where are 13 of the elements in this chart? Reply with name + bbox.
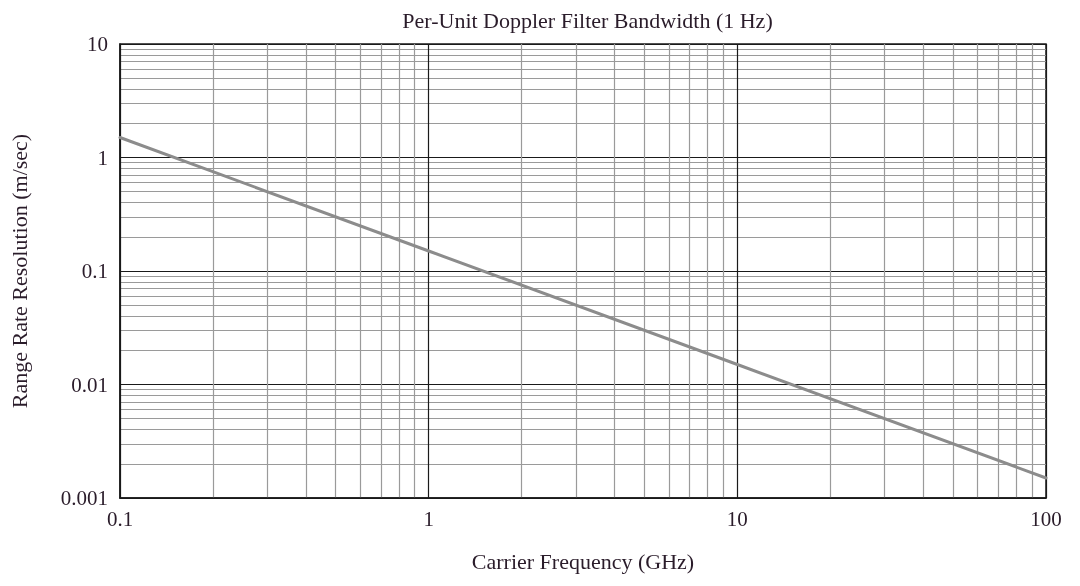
- y-tick-label: 10: [87, 32, 108, 56]
- x-tick-label: 100: [1030, 506, 1062, 531]
- x-tick-label: 1: [423, 506, 434, 531]
- x-tick-label: 0.1: [106, 506, 134, 531]
- x-axis-title: Carrier Frequency (GHz): [471, 548, 695, 574]
- line-series: [118, 136, 1048, 480]
- y-tick-label: 0.001: [60, 486, 108, 510]
- y-tick-label: 1: [97, 145, 108, 170]
- x-tick-label: 10: [726, 506, 748, 531]
- chart-title: Per-Unit Doppler Filter Bandwidth (1 Hz): [402, 7, 773, 33]
- y-tick-label: 0.01: [71, 372, 108, 397]
- y-axis-title: Range Rate Resolution (m/sec): [6, 133, 32, 409]
- y-tick-label: 0.1: [81, 259, 108, 283]
